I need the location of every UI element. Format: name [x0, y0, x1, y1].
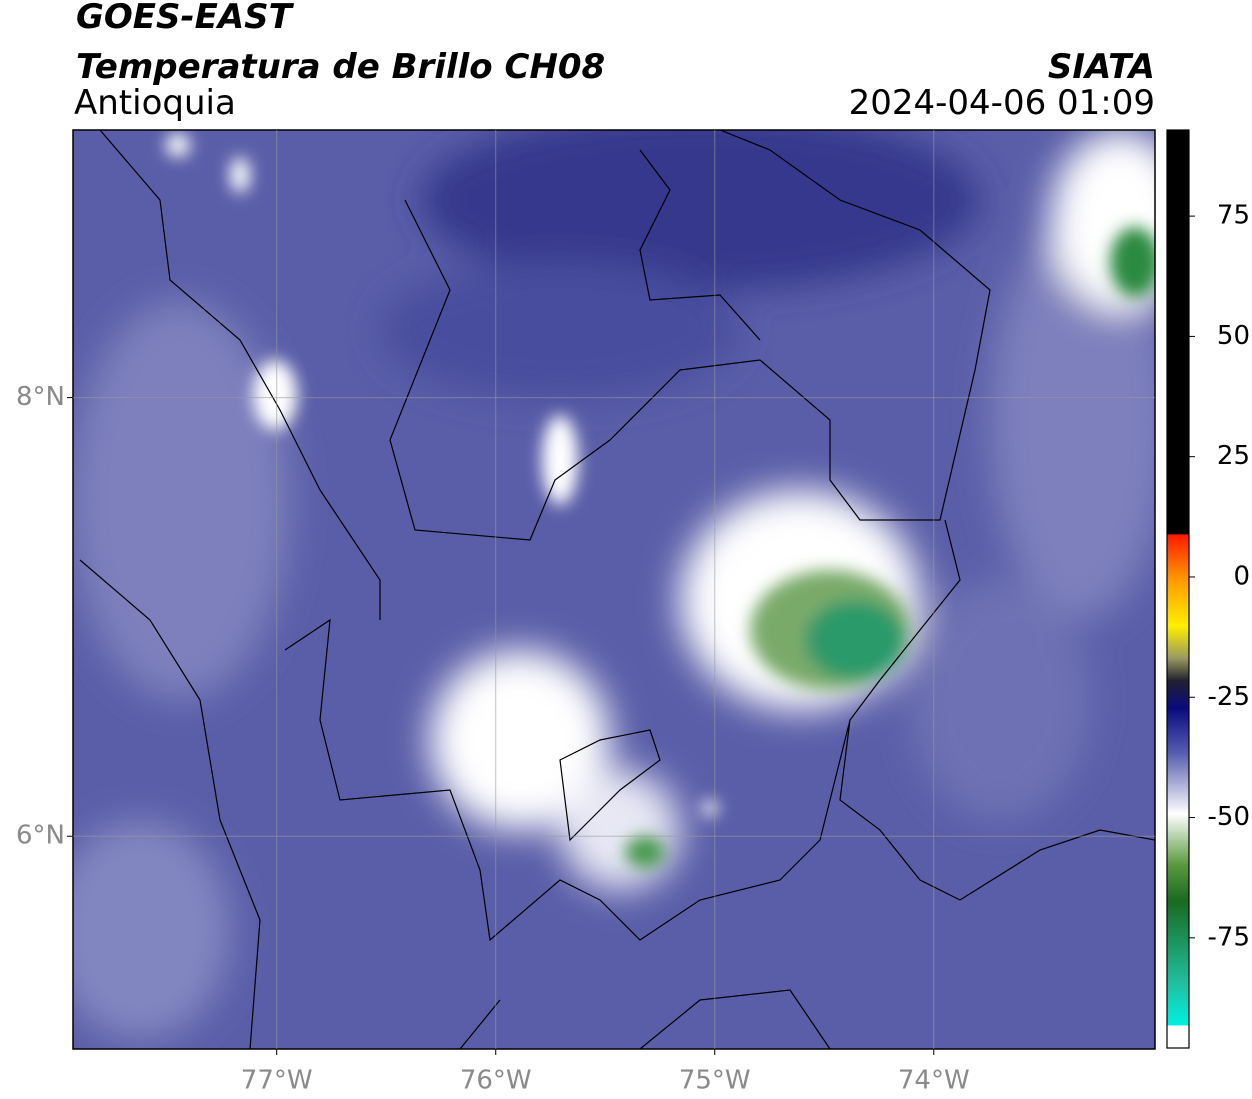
colorbar-tick-label: 75: [1217, 201, 1250, 231]
source: SIATA: [1048, 47, 1155, 87]
colorbar-tick-label: 50: [1217, 321, 1250, 351]
lat-tick-label: 8°N: [16, 382, 65, 412]
satellite-image: [73, 130, 1155, 1049]
lat-tick-label: 6°N: [16, 821, 65, 851]
lon-tick-label: 77°W: [241, 1066, 313, 1096]
timestamp: 2024-04-06 01:09: [849, 83, 1155, 123]
colorbar-tick-label: -25: [1208, 682, 1250, 712]
map-frame: [72, 129, 1156, 1050]
colorbar-tick-label: 0: [1233, 561, 1250, 591]
colorbar-tick-label: -75: [1208, 922, 1250, 952]
colorbar-tick-label: 25: [1217, 441, 1250, 471]
lon-tick-label: 74°W: [898, 1066, 970, 1096]
colorbar: [1166, 129, 1190, 1049]
colorbar-tick-label: -50: [1208, 802, 1250, 832]
title: GOES-EAST: [76, 0, 295, 37]
lon-tick-label: 76°W: [460, 1066, 532, 1096]
region: Antioquia: [74, 83, 236, 123]
subtitle: Temperatura de Brillo CH08: [76, 47, 605, 87]
lon-tick-label: 75°W: [679, 1066, 751, 1096]
